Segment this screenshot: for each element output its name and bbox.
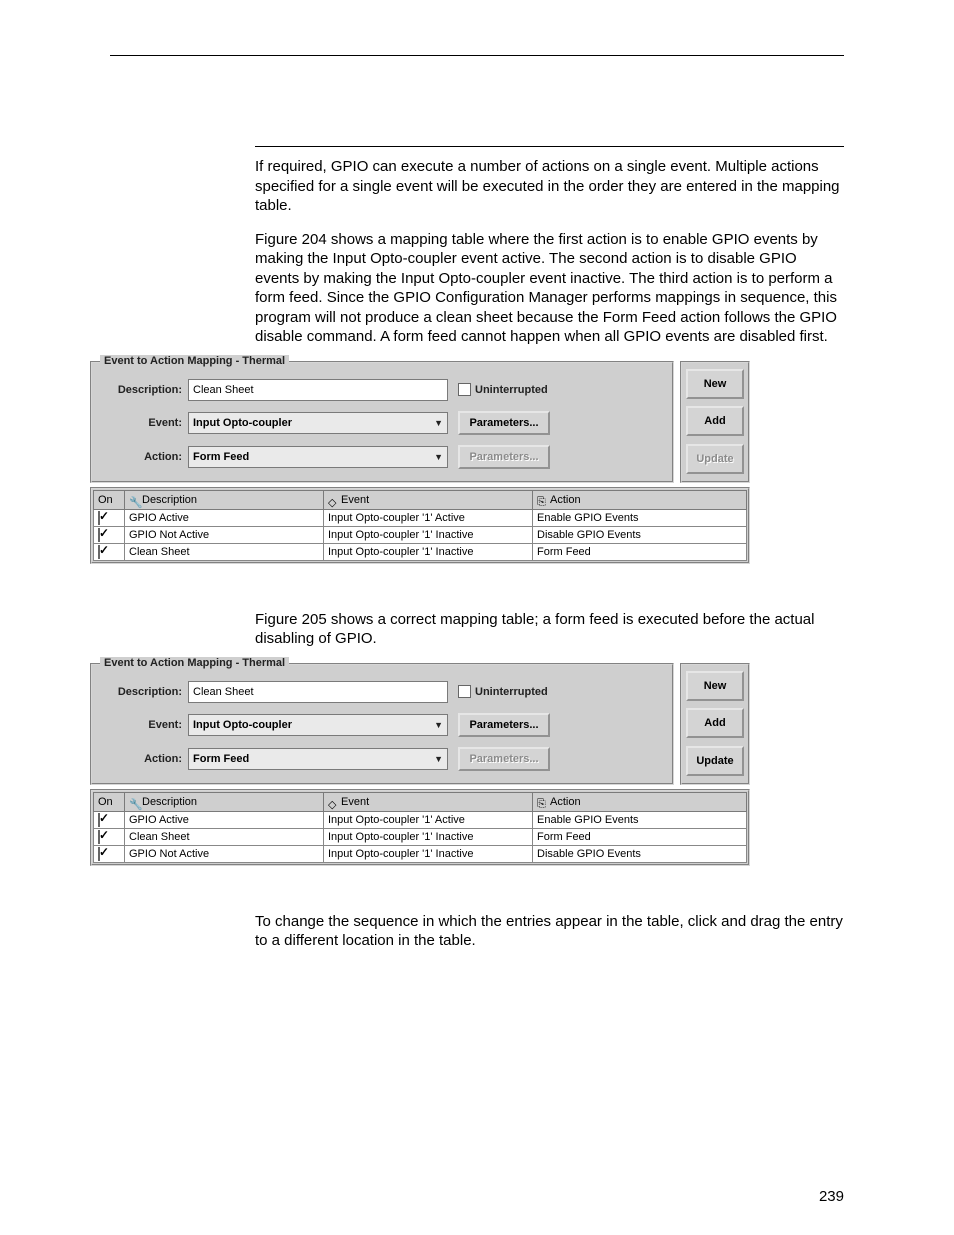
side-buttons: New Add Update	[680, 361, 750, 483]
action-parameters-button: Parameters...	[458, 445, 550, 469]
event-combobox-value: Input Opto-coupler	[193, 719, 292, 731]
page-number: 239	[819, 1188, 844, 1205]
cell-action: Form Feed	[533, 828, 747, 845]
cell-action: Enable GPIO Events	[533, 811, 747, 828]
cell-event: Input Opto-coupler '1' Inactive	[324, 526, 533, 543]
cell-description: GPIO Not Active	[125, 845, 324, 862]
action-combobox[interactable]: Form Feed ▼	[188, 748, 448, 770]
cell-event: Input Opto-coupler '1' Active	[324, 509, 533, 526]
label-action: Action:	[104, 451, 188, 463]
column-action[interactable]: ⎘Action	[533, 490, 747, 509]
cell-event: Input Opto-coupler '1' Inactive	[324, 543, 533, 560]
event-parameters-button[interactable]: Parameters...	[458, 411, 550, 435]
event-parameters-button[interactable]: Parameters...	[458, 713, 550, 737]
description-header-icon: 🔧	[129, 798, 139, 806]
row-checkbox[interactable]	[98, 847, 100, 861]
groupbox-title: Event to Action Mapping - Thermal	[100, 355, 289, 367]
mapping-table: On 🔧Description ◇Event ⎘Action	[93, 792, 747, 863]
uninterrupted-checkbox[interactable]	[458, 383, 471, 396]
chevron-down-icon: ▼	[434, 754, 443, 764]
action-combobox-value: Form Feed	[193, 451, 249, 463]
cell-description: GPIO Not Active	[125, 526, 324, 543]
column-description[interactable]: 🔧Description	[125, 490, 324, 509]
event-combobox-value: Input Opto-coupler	[193, 417, 292, 429]
table-row[interactable]: Clean Sheet Input Opto-coupler '1' Inact…	[94, 543, 747, 560]
action-header-icon: ⎘	[537, 496, 547, 504]
top-rule	[110, 55, 844, 56]
cell-action: Form Feed	[533, 543, 747, 560]
paragraph-4: To change the sequence in which the entr…	[255, 912, 844, 951]
chevron-down-icon: ▼	[434, 720, 443, 730]
new-button[interactable]: New	[686, 671, 744, 701]
row-checkbox[interactable]	[98, 830, 100, 844]
cell-description: GPIO Active	[125, 811, 324, 828]
new-button[interactable]: New	[686, 369, 744, 399]
cell-event: Input Opto-coupler '1' Inactive	[324, 828, 533, 845]
action-parameters-button: Parameters...	[458, 747, 550, 771]
mapping-table-wrap: On 🔧Description ◇Event ⎘Action	[90, 789, 750, 866]
action-combobox[interactable]: Form Feed ▼	[188, 446, 448, 468]
action-header-icon: ⎘	[537, 798, 547, 806]
add-button[interactable]: Add	[686, 708, 744, 738]
note-rule	[255, 146, 844, 147]
cell-event: Input Opto-coupler '1' Active	[324, 811, 533, 828]
side-buttons: New Add Update	[680, 663, 750, 785]
label-description: Description:	[104, 384, 188, 396]
table-row[interactable]: GPIO Not Active Input Opto-coupler '1' I…	[94, 845, 747, 862]
table-row[interactable]: GPIO Active Input Opto-coupler '1' Activ…	[94, 509, 747, 526]
action-combobox-value: Form Feed	[193, 753, 249, 765]
event-combobox[interactable]: Input Opto-coupler ▼	[188, 714, 448, 736]
event-header-icon: ◇	[328, 496, 338, 504]
description-input[interactable]: Clean Sheet	[188, 681, 448, 703]
mapping-table-wrap: On 🔧Description ◇Event ⎘Action	[90, 487, 750, 564]
row-checkbox[interactable]	[98, 528, 100, 542]
column-on[interactable]: On	[94, 490, 125, 509]
uninterrupted-label: Uninterrupted	[475, 686, 548, 698]
mapping-panel-204: Event to Action Mapping - Thermal Descri…	[90, 361, 750, 564]
row-checkbox[interactable]	[98, 813, 100, 827]
update-button: Update	[686, 444, 744, 474]
event-combobox[interactable]: Input Opto-coupler ▼	[188, 412, 448, 434]
cell-action: Disable GPIO Events	[533, 526, 747, 543]
chevron-down-icon: ▼	[434, 452, 443, 462]
column-event[interactable]: ◇Event	[324, 792, 533, 811]
uninterrupted-checkbox[interactable]	[458, 685, 471, 698]
paragraph-1: If required, GPIO can execute a number o…	[255, 157, 844, 216]
table-row[interactable]: Clean Sheet Input Opto-coupler '1' Inact…	[94, 828, 747, 845]
label-event: Event:	[104, 417, 188, 429]
column-action[interactable]: ⎘Action	[533, 792, 747, 811]
mapping-table: On 🔧Description ◇Event ⎘Action	[93, 490, 747, 561]
paragraph-2: Figure 204 shows a mapping table where t…	[255, 230, 844, 347]
table-row[interactable]: GPIO Active Input Opto-coupler '1' Activ…	[94, 811, 747, 828]
column-event[interactable]: ◇Event	[324, 490, 533, 509]
row-checkbox[interactable]	[98, 511, 100, 525]
cell-event: Input Opto-coupler '1' Inactive	[324, 845, 533, 862]
description-header-icon: 🔧	[129, 496, 139, 504]
row-checkbox[interactable]	[98, 545, 100, 559]
mapping-panel-205: Event to Action Mapping - Thermal Descri…	[90, 663, 750, 866]
uninterrupted-label: Uninterrupted	[475, 384, 548, 396]
mapping-groupbox: Event to Action Mapping - Thermal Descri…	[90, 663, 674, 785]
label-description: Description:	[104, 686, 188, 698]
column-description[interactable]: 🔧Description	[125, 792, 324, 811]
label-action: Action:	[104, 753, 188, 765]
cell-description: Clean Sheet	[125, 828, 324, 845]
update-button[interactable]: Update	[686, 746, 744, 776]
label-event: Event:	[104, 719, 188, 731]
groupbox-title: Event to Action Mapping - Thermal	[100, 657, 289, 669]
add-button[interactable]: Add	[686, 406, 744, 436]
mapping-groupbox: Event to Action Mapping - Thermal Descri…	[90, 361, 674, 483]
event-header-icon: ◇	[328, 798, 338, 806]
column-on[interactable]: On	[94, 792, 125, 811]
cell-description: GPIO Active	[125, 509, 324, 526]
cell-action: Enable GPIO Events	[533, 509, 747, 526]
cell-description: Clean Sheet	[125, 543, 324, 560]
chevron-down-icon: ▼	[434, 418, 443, 428]
description-input[interactable]: Clean Sheet	[188, 379, 448, 401]
cell-action: Disable GPIO Events	[533, 845, 747, 862]
paragraph-3: Figure 205 shows a correct mapping table…	[255, 610, 844, 649]
table-row[interactable]: GPIO Not Active Input Opto-coupler '1' I…	[94, 526, 747, 543]
